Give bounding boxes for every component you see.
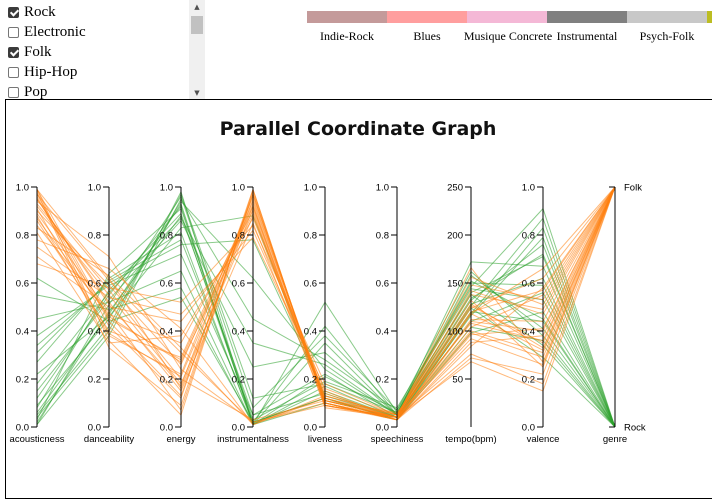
tick-label: 0.0 xyxy=(160,423,173,434)
genre-checkbox-rock[interactable] xyxy=(8,6,19,18)
axis-label: acousticness xyxy=(10,434,65,445)
tick-label: 0.2 xyxy=(88,375,101,386)
tick-label: 0.4 xyxy=(304,327,317,338)
tick-label: 0.8 xyxy=(304,231,317,242)
tick-label: 0.6 xyxy=(88,279,101,290)
legend-swatch-musique-concrete xyxy=(467,11,547,23)
tick-label: 0.4 xyxy=(232,327,245,338)
chart-title: Parallel Coordinate Graph xyxy=(219,118,497,140)
genre-label-rock: Rock xyxy=(24,3,56,20)
tick-label: 0.0 xyxy=(88,423,101,434)
legend-label-indie-rock: Indie-Rock xyxy=(320,29,374,43)
tick-label: 0.0 xyxy=(376,423,389,434)
tick-label: 0.2 xyxy=(232,375,245,386)
genre-checkbox-electronic[interactable] xyxy=(8,26,19,38)
tick-label: 150 xyxy=(447,279,463,290)
legend-swatch-blues xyxy=(387,11,467,23)
axis-label: instrumentalness xyxy=(217,434,289,445)
tick-label: 1.0 xyxy=(376,183,389,194)
tick-label: 1.0 xyxy=(522,183,535,194)
legend-label-blues: Blues xyxy=(413,29,441,43)
tick-label: 0.0 xyxy=(304,423,317,434)
genre-label-electronic: Electronic xyxy=(24,23,86,40)
scrollbar-thumb[interactable] xyxy=(191,16,203,34)
parallel-coordinates-plot: 0.00.20.40.60.81.0acousticness0.00.20.40… xyxy=(10,183,646,446)
scroll-up-icon[interactable]: ▲ xyxy=(194,3,200,11)
axis-label: energy xyxy=(166,434,195,445)
tick-label: 1.0 xyxy=(160,183,173,194)
axis-label: tempo(bpm) xyxy=(445,434,496,445)
axis-label: danceability xyxy=(84,434,134,445)
genre-option-hip-hop[interactable]: Hip-Hop xyxy=(8,62,77,82)
genre-label-folk: Folk xyxy=(24,43,52,60)
tick-label: 0.2 xyxy=(522,375,535,386)
genre-option-rock[interactable]: Rock xyxy=(8,2,56,22)
genre-checkbox-hip-hop[interactable] xyxy=(8,66,19,78)
axis-label: valence xyxy=(527,434,560,445)
tick-label: 0.6 xyxy=(522,279,535,290)
scroll-down-icon[interactable]: ▼ xyxy=(194,89,200,97)
data-line-rock xyxy=(36,192,616,428)
tick-label: 0.4 xyxy=(88,327,101,338)
axis-label: speechiness xyxy=(371,434,424,445)
tick-label: 1.0 xyxy=(88,183,101,194)
tick-label: 0.2 xyxy=(304,375,317,386)
genre-color-legend: Indie-Rock Blues Musique Concrete Instru… xyxy=(307,0,712,48)
tick-label: Folk xyxy=(624,183,642,194)
tick-label: 0.8 xyxy=(376,231,389,242)
tick-label: 0.8 xyxy=(522,231,535,242)
tick-label: 0.0 xyxy=(16,423,29,434)
tick-label: 250 xyxy=(447,183,463,194)
genre-checkbox-pop[interactable] xyxy=(8,86,19,98)
legend-swatch-psych-folk xyxy=(627,11,707,23)
tick-label: 0.2 xyxy=(160,375,173,386)
genre-option-pop[interactable]: Pop xyxy=(8,82,47,100)
tick-label: 0.6 xyxy=(160,279,173,290)
tick-label: 0.6 xyxy=(376,279,389,290)
tick-label: 0.6 xyxy=(16,279,29,290)
tick-label: 0.8 xyxy=(16,231,29,242)
axis-label: liveness xyxy=(308,434,343,445)
legend-label-psych-folk: Psych-Folk xyxy=(639,29,695,43)
tick-label: 1.0 xyxy=(232,183,245,194)
tick-label: 0.0 xyxy=(522,423,535,434)
tick-label: Rock xyxy=(624,423,646,434)
genre-label-hip-hop: Hip-Hop xyxy=(24,63,78,80)
tick-label: 50 xyxy=(452,375,463,386)
tick-label: 1.0 xyxy=(304,183,317,194)
tick-label: 0.4 xyxy=(376,327,389,338)
tick-label: 0.6 xyxy=(304,279,317,290)
tick-label: 0.0 xyxy=(232,423,245,434)
legend-label-instrumental: Instrumental xyxy=(556,29,618,43)
genre-list-scrollbar[interactable]: ▲ ▼ xyxy=(189,0,205,100)
tick-label: 0.2 xyxy=(16,375,29,386)
legend-swatch-indie-rock xyxy=(307,11,387,23)
legend-swatch-extra xyxy=(707,11,712,23)
tick-label: 0.6 xyxy=(232,279,245,290)
legend-label-musique-concrete: Musique Concrete xyxy=(463,29,553,43)
tick-label: 100 xyxy=(447,327,463,338)
tick-label: 0.8 xyxy=(88,231,101,242)
genre-checkbox-folk[interactable] xyxy=(8,46,19,58)
tick-label: 0.8 xyxy=(160,231,173,242)
tick-label: 0.8 xyxy=(232,231,245,242)
tick-label: 0.4 xyxy=(16,327,29,338)
genre-label-pop: Pop xyxy=(24,83,48,100)
tick-label: 0.4 xyxy=(160,327,173,338)
genre-filter-list[interactable]: Rock Electronic Folk Hip-Hop Pop ▲ ▼ xyxy=(0,0,205,100)
genre-option-folk[interactable]: Folk xyxy=(8,42,52,62)
axis-label: genre xyxy=(603,434,627,445)
tick-label: 1.0 xyxy=(16,183,29,194)
tick-label: 0.4 xyxy=(522,327,535,338)
tick-label: 200 xyxy=(447,231,463,242)
genre-option-electronic[interactable]: Electronic xyxy=(8,22,86,42)
tick-label: 0.2 xyxy=(376,375,389,386)
legend-swatch-instrumental xyxy=(547,11,627,23)
